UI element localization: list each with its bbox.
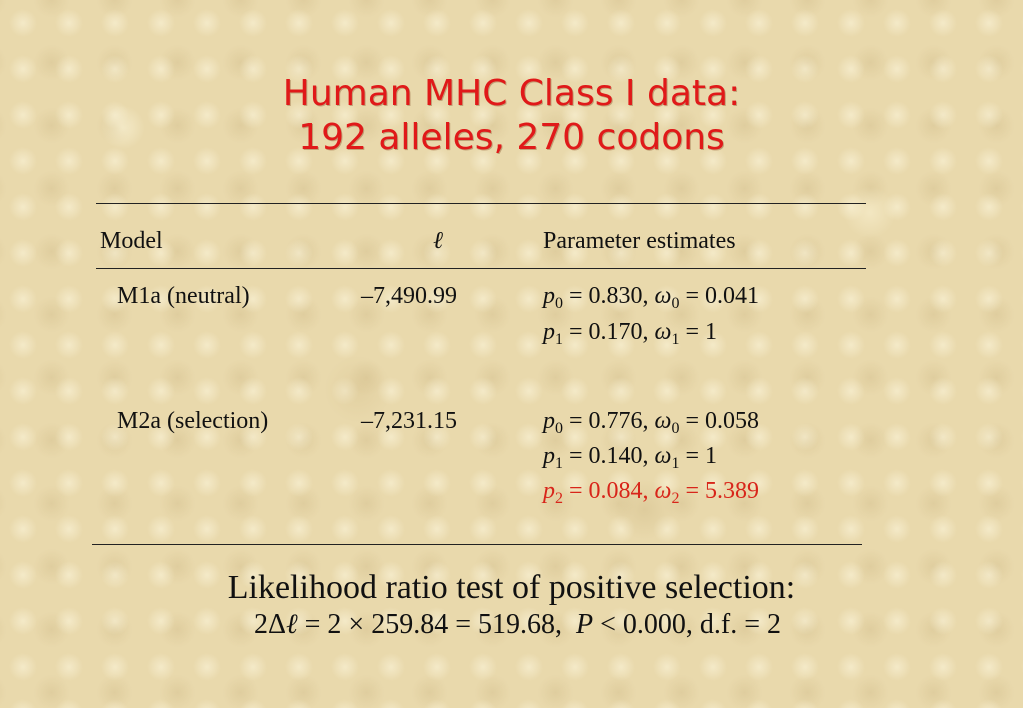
slide-title: Human MHC Class I data: 192 alleles, 270…	[0, 72, 1023, 160]
header-model: Model	[100, 228, 163, 254]
table-header-rule	[96, 268, 866, 269]
lrt-block: Likelihood ratio test of positive select…	[0, 568, 1023, 642]
row-model: M2a (selection)	[117, 408, 269, 434]
row-lnl: –7,490.99	[361, 283, 457, 309]
lrt-heading: Likelihood ratio test of positive select…	[227, 569, 796, 606]
estimate-line: p0 = 0.830, ω0 = 0.041	[543, 283, 760, 312]
title-line-2: 192 alleles, 270 codons	[298, 117, 725, 158]
table-top-rule	[96, 203, 866, 204]
table-bottom-rule	[92, 544, 862, 545]
row-model: M1a (neutral)	[117, 283, 250, 309]
title-line-1: Human MHC Class I data:	[282, 73, 741, 114]
header-params: Parameter estimates	[543, 228, 736, 254]
lrt-equation: 2Δℓ = 2 × 259.84 = 519.68, P < 0.000, d.…	[253, 609, 782, 640]
row-lnl: –7,231.15	[361, 408, 457, 434]
header-lnl: ℓ	[433, 228, 443, 254]
estimate-line: p1 = 0.170, ω1 = 1	[543, 319, 718, 348]
estimate-line: p1 = 0.140, ω1 = 1	[543, 443, 718, 472]
estimate-line-highlight: p2 = 0.084, ω2 = 5.389	[543, 478, 760, 507]
estimate-line: p0 = 0.776, ω0 = 0.058	[543, 408, 760, 437]
